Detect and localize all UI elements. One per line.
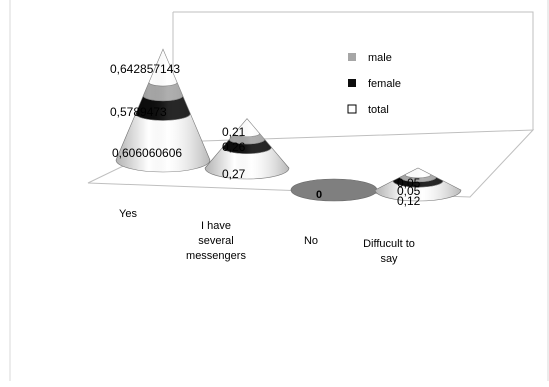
data-label: 0,26 (222, 140, 246, 154)
data-label: 0 (316, 189, 322, 201)
data-label: 0,27 (222, 167, 246, 181)
legend-label-total: total (368, 104, 389, 116)
cone-3-shading (375, 168, 461, 201)
legend-swatch-female (348, 79, 356, 87)
category-label: say (380, 253, 398, 265)
category-label: several (198, 235, 233, 247)
data-label: 0,12 (397, 194, 421, 208)
data-label: 0,5789473 (110, 105, 167, 119)
cone-2-flat (290, 178, 378, 202)
cone-0-shading (116, 49, 210, 172)
data-label: 0,05 (397, 184, 421, 198)
category-label: Diffucult to (363, 238, 415, 250)
back-wall (173, 11, 534, 130)
cone-1-shading (205, 118, 289, 179)
data-label: 0,606060606 (112, 146, 182, 160)
floor (87, 129, 535, 198)
category-label: messengers (186, 250, 246, 262)
legend-swatch-male (348, 53, 356, 61)
category-label: Yes (119, 208, 137, 220)
legend-swatch-total (347, 104, 357, 114)
category-label: No (304, 235, 318, 247)
data-label: 0,642857143 (110, 62, 180, 76)
category-label: I have (201, 220, 231, 232)
data-label: 0,21 (222, 125, 246, 139)
data-label: 0,05 (397, 176, 421, 190)
legend-label-female: female (368, 78, 401, 90)
legend-label-male: male (368, 52, 392, 64)
